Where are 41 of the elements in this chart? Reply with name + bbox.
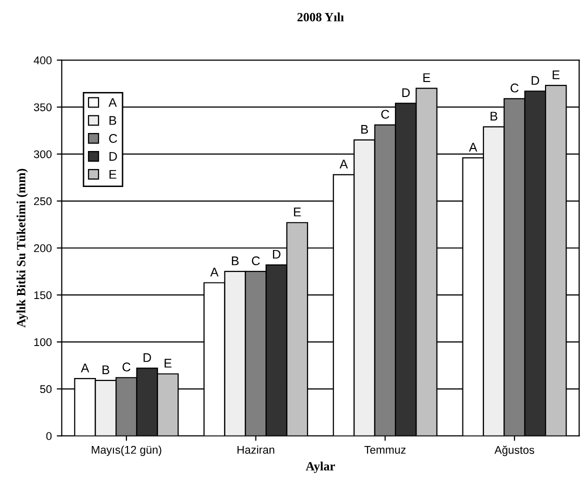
y-axis-title: Aylık Bitki Su Tüketimi (mm): [16, 168, 28, 328]
x-tick-label: Temmuz: [364, 446, 406, 454]
text: B: [102, 365, 110, 374]
y-tick-label: 350: [34, 103, 52, 112]
legend-label: E: [110, 170, 116, 179]
text: E: [552, 70, 560, 80]
text: A: [80, 364, 90, 372]
y-tick-label: 150: [34, 291, 52, 300]
text: E: [294, 208, 301, 216]
x-tick-label: Ağustos: [494, 446, 534, 456]
y-tick-label: 200: [34, 244, 52, 252]
y-tick-label: 300: [34, 150, 52, 158]
legend-label: A: [108, 98, 117, 107]
text: C: [122, 362, 130, 372]
y-tick-label: 0: [46, 432, 52, 440]
text: A: [210, 268, 219, 276]
text: A: [340, 160, 348, 168]
text: E: [423, 73, 430, 82]
text: A: [468, 142, 478, 152]
y-tick-label: 250: [34, 197, 52, 206]
legend-label: D: [110, 152, 117, 161]
y-tick-label: 100: [34, 338, 52, 346]
text: C: [381, 110, 390, 119]
text: B: [361, 125, 368, 134]
text: D: [272, 250, 280, 259]
y-tick-label: 50: [40, 385, 52, 394]
text: B: [232, 256, 239, 266]
legend-label: C: [109, 134, 118, 143]
y-tick-label: 400: [34, 56, 52, 64]
x-tick-label: Haziran: [238, 446, 274, 454]
text: E: [164, 358, 172, 368]
x-tick-label: Mayıs(12 gün): [92, 446, 162, 456]
text: B: [490, 112, 498, 120]
text: D: [402, 88, 410, 97]
text: D: [532, 76, 540, 85]
chart-title: 2008 Yılı: [297, 12, 344, 22]
text: C: [252, 256, 260, 266]
text: C: [510, 84, 519, 92]
x-axis-title: Aylar: [306, 462, 336, 474]
legend-label: B: [110, 116, 116, 125]
text: D: [144, 353, 152, 362]
